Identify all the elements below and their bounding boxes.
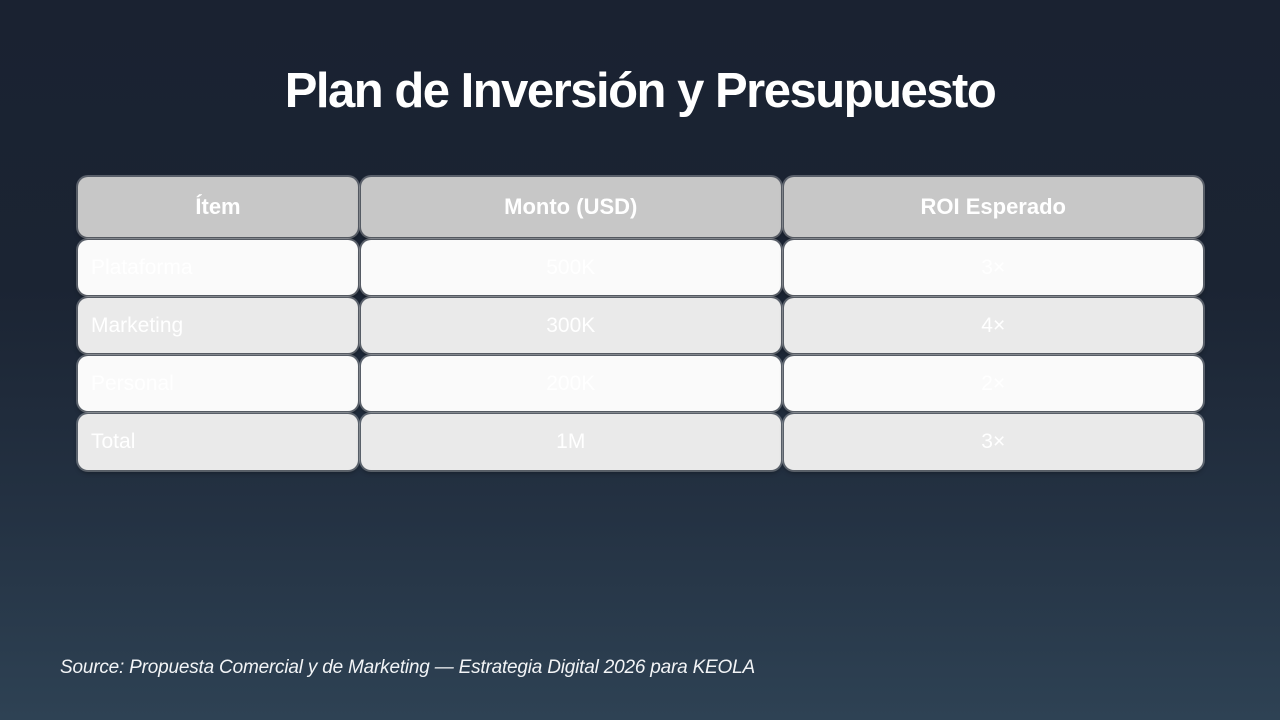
table-cell-roi: 2× xyxy=(783,356,1203,411)
column-header-roi: ROI Esperado xyxy=(783,177,1203,237)
source-note: Source: Propuesta Comercial y de Marketi… xyxy=(60,657,755,678)
table-cell-roi: 3× xyxy=(783,240,1203,295)
table-cell-monto: 500K xyxy=(361,240,781,295)
table-cell-monto: 200K xyxy=(361,356,781,411)
table-cell-item: Marketing xyxy=(78,298,358,353)
table-cell-item: Total xyxy=(78,414,358,470)
table-cell-monto: 1M xyxy=(361,414,781,470)
column-header-item: Ítem xyxy=(78,177,358,237)
table-cell-roi: 3× xyxy=(783,414,1203,470)
page-title: Plan de Inversión y Presupuesto xyxy=(284,64,997,118)
table-cell-roi: 4× xyxy=(783,298,1203,353)
table-cell-monto: 300K xyxy=(361,298,781,353)
table-cell-item: Plataforma xyxy=(78,240,358,295)
budget-table: Ítem Monto (USD) ROI Esperado Plataforma… xyxy=(78,177,1203,470)
table-cell-item: Personal xyxy=(78,356,358,411)
column-header-monto: Monto (USD) xyxy=(361,177,781,237)
